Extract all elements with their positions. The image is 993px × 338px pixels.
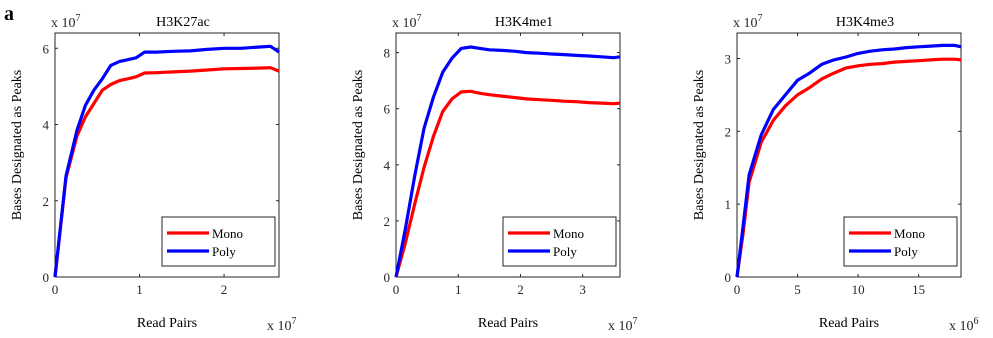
y-tick-label: 0 <box>384 270 391 285</box>
x-tick-label: 5 <box>794 282 801 297</box>
series-line-poly <box>394 45 621 278</box>
y-tick-label: 0 <box>725 270 732 285</box>
legend-box <box>843 216 958 267</box>
legend-label-poly: Poly <box>553 244 577 259</box>
y-tick-label: 8 <box>384 46 391 61</box>
y-axis-multiplier: x 107 <box>733 13 763 31</box>
legend-box <box>161 216 276 267</box>
x-tick-label: 1 <box>455 282 462 297</box>
x-tick-label: 2 <box>517 282 524 297</box>
legend-box <box>502 216 617 267</box>
y-tick-label: 2 <box>384 214 391 229</box>
x-tick-label: 0 <box>52 282 59 297</box>
y-tick-label: 6 <box>43 41 50 56</box>
y-tick-label: 1 <box>725 197 732 212</box>
x-tick-label: 0 <box>393 282 400 297</box>
x-axis-label: Read Pairs <box>819 316 879 331</box>
panel-letter: a <box>4 3 14 25</box>
chart-panel-3: 0 5 10 15 0 1 2 3 H3K4me3 x 107 x 106 Read Pairs Bas… <box>692 13 979 334</box>
series-line-mono <box>53 66 280 278</box>
x-tick-label: 1 <box>136 282 143 297</box>
chart-title: H3K4me1 <box>495 15 553 30</box>
y-axis-label: Bases Designated as Peaks <box>351 70 366 220</box>
y-tick-label: 3 <box>725 51 732 66</box>
x-axis-multiplier: x 107 <box>267 316 297 334</box>
x-axis-multiplier: x 106 <box>949 316 979 334</box>
y-tick-label: 6 <box>384 102 391 117</box>
legend-label-mono: Mono <box>894 226 925 241</box>
x-tick-label: 2 <box>221 282 228 297</box>
y-axis-label: Bases Designated as Peaks <box>692 70 707 220</box>
chart-title: H3K4me3 <box>836 15 894 30</box>
legend-label-mono: Mono <box>212 226 243 241</box>
y-axis-multiplier: x 107 <box>392 13 422 31</box>
plot-area-frame <box>736 32 962 278</box>
y-axis-label: Bases Designated as Peaks <box>10 70 25 220</box>
plot-area-frame <box>54 32 280 278</box>
x-axis-multiplier: x 107 <box>608 316 638 334</box>
y-tick-label: 4 <box>43 118 50 133</box>
legend: Mono Poly <box>843 216 958 267</box>
y-tick-label: 4 <box>384 158 391 173</box>
chart-panel-2: 0 1 2 3 0 2 4 6 8 H3K4me1 x 107 x 107 Read Pairs Base… <box>351 13 638 334</box>
plot-area-frame <box>395 32 621 278</box>
legend-label-poly: Poly <box>212 244 236 259</box>
legend-label-mono: Mono <box>553 226 584 241</box>
x-tick-label: 3 <box>579 282 586 297</box>
legend: Mono Poly <box>502 216 617 267</box>
series-line-poly <box>53 44 280 278</box>
x-axis-label: Read Pairs <box>137 316 197 331</box>
x-tick-label: 10 <box>852 282 865 297</box>
series-line-poly <box>735 43 962 278</box>
x-axis-label: Read Pairs <box>478 316 538 331</box>
x-tick-label: 0 <box>734 282 741 297</box>
legend-label-poly: Poly <box>894 244 918 259</box>
chart-panel-1: 0 1 2 0 2 4 6 H3K27ac x 107 x 107 Read Pairs Bases … <box>10 13 297 334</box>
x-tick-label: 15 <box>912 282 925 297</box>
y-axis-multiplier: x 107 <box>51 13 81 31</box>
series-line-mono <box>735 57 962 278</box>
series-line-mono <box>394 89 621 278</box>
chart-title: H3K27ac <box>156 15 210 30</box>
y-tick-label: 0 <box>43 270 50 285</box>
y-tick-label: 2 <box>43 194 50 209</box>
y-tick-label: 2 <box>725 124 732 139</box>
legend: Mono Poly <box>161 216 276 267</box>
